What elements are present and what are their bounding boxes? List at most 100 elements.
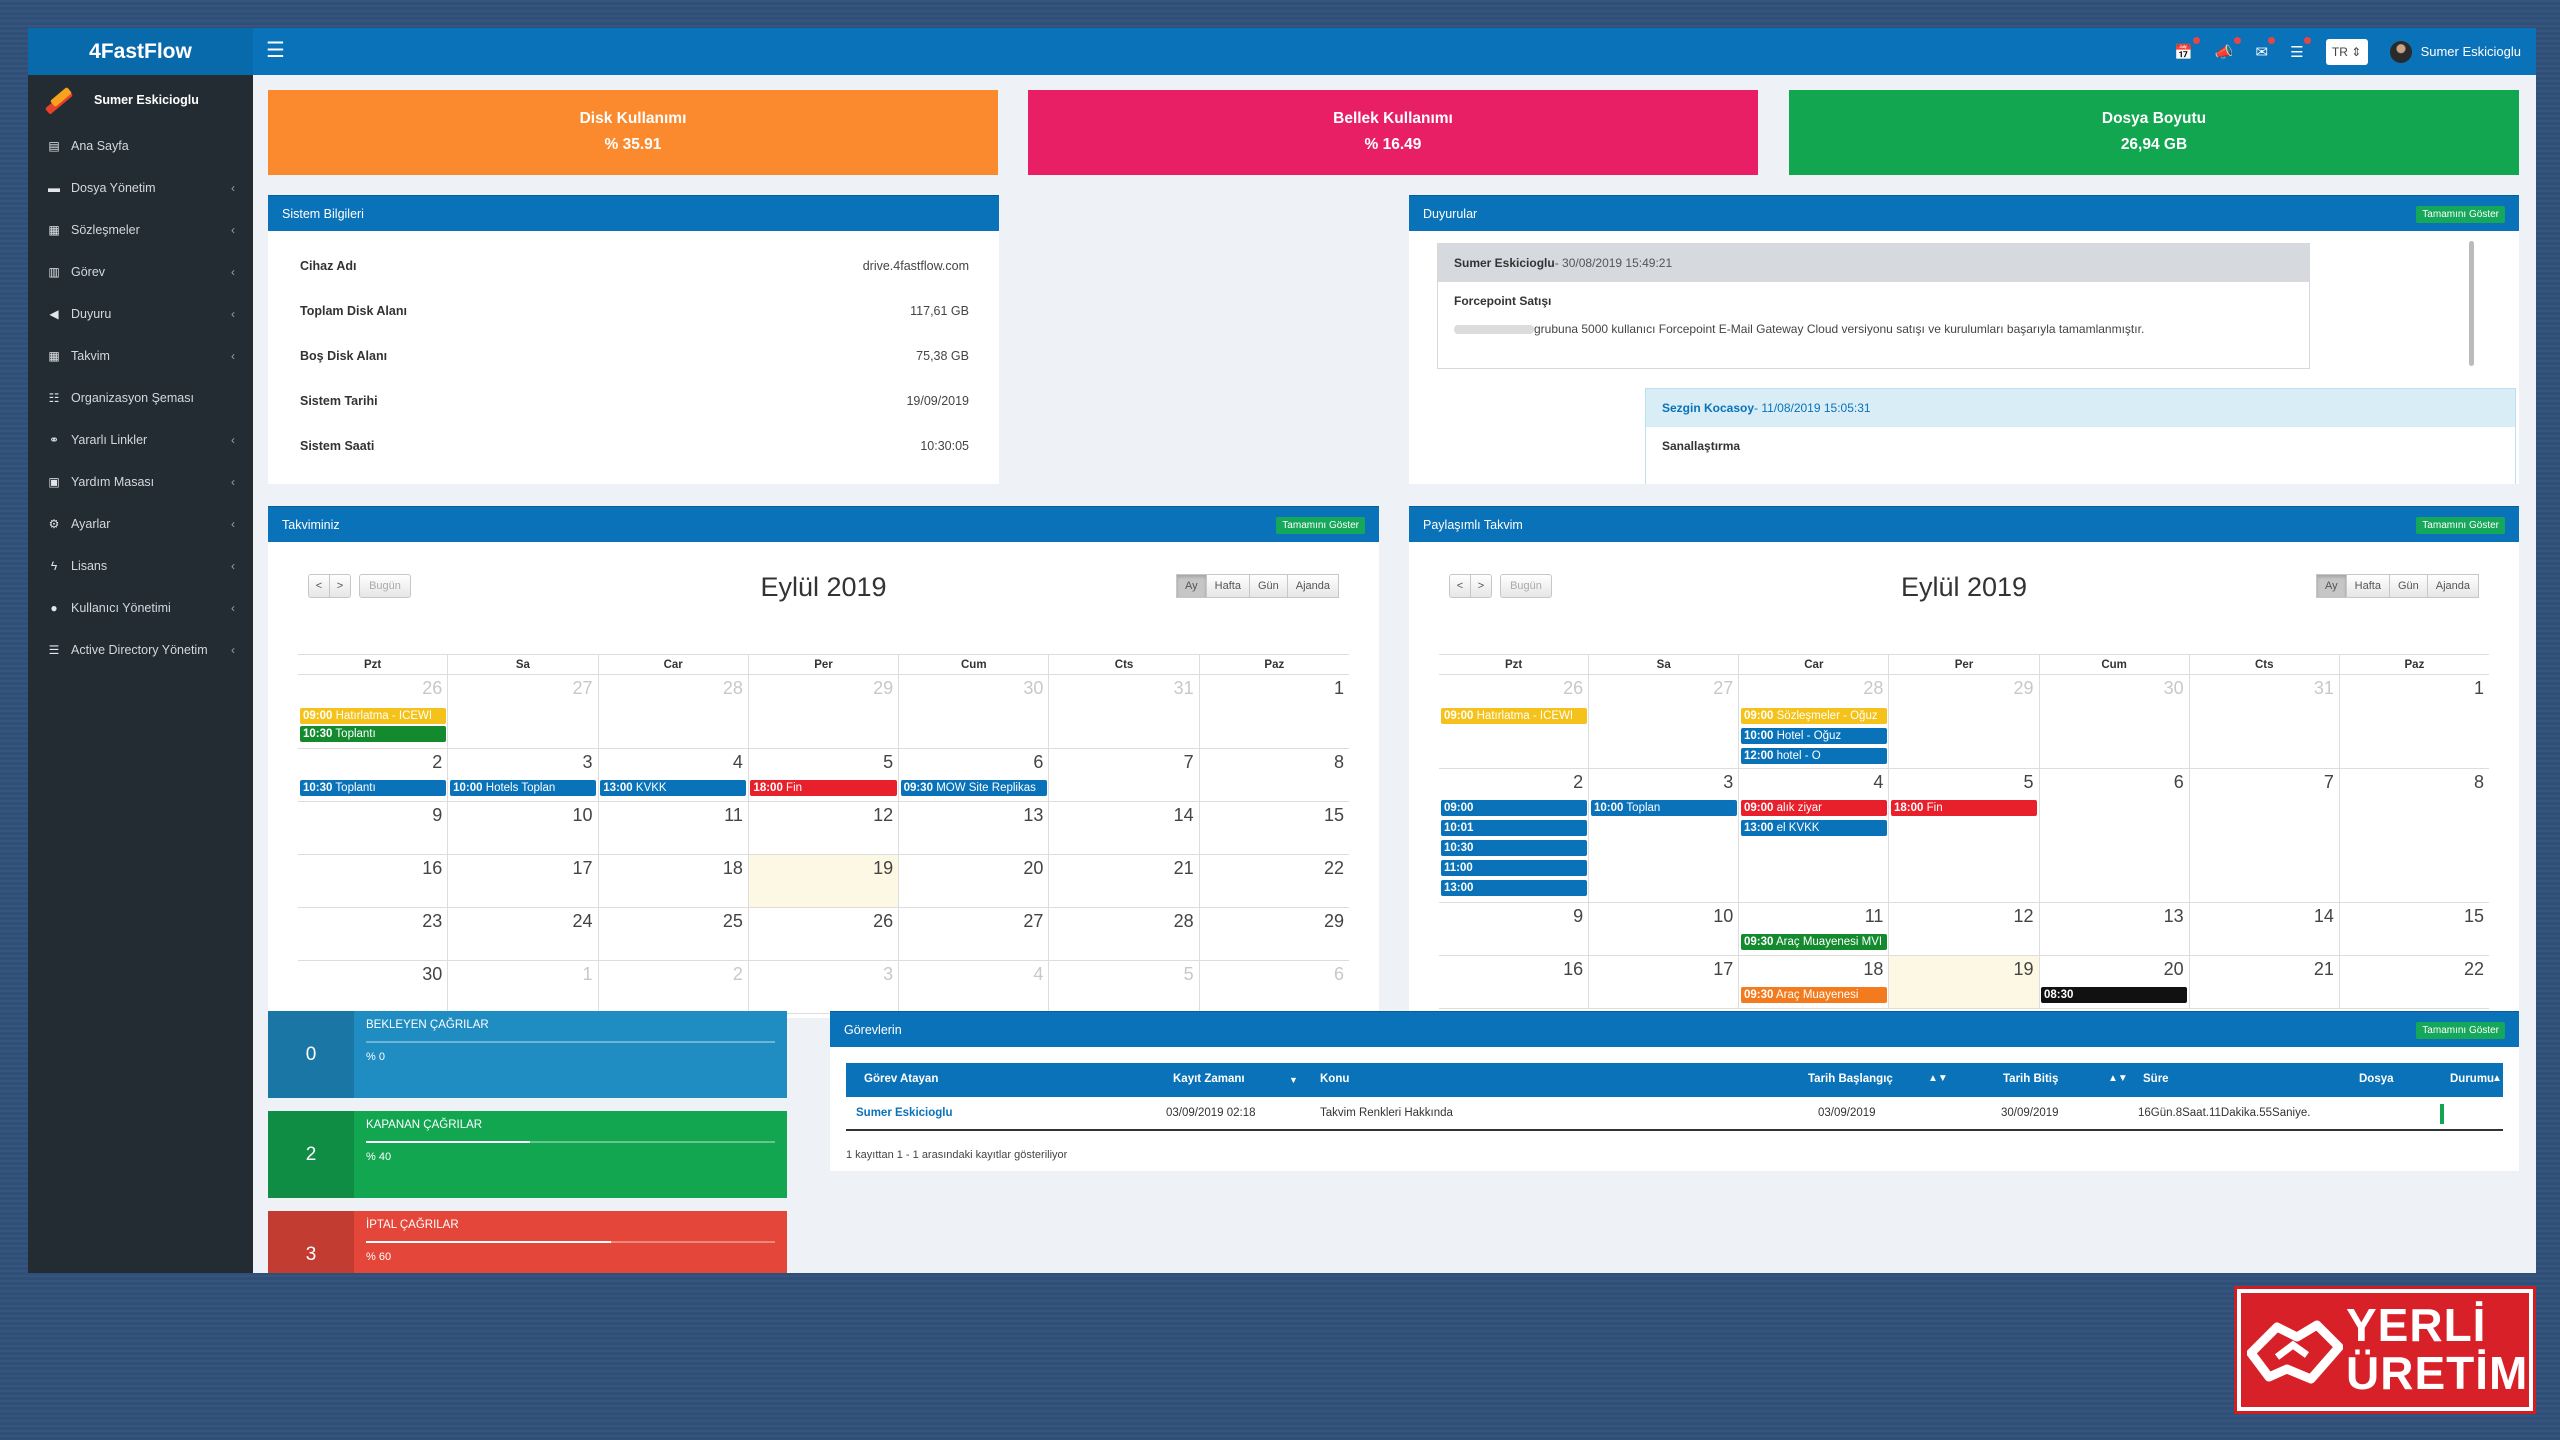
calendar-day[interactable]: 1 (1198, 675, 1349, 748)
sidebar-item[interactable]: ▬ Dosya Yönetim ‹ (28, 167, 253, 209)
announcement-notify-icon[interactable]: 📣 (2215, 36, 2241, 61)
calendar-day[interactable]: 31 (2188, 675, 2339, 768)
calendar-event[interactable]: 09:00 alık ziyar (1741, 800, 1887, 816)
calendar-day[interactable]: 21 (2188, 956, 2339, 1008)
col-created[interactable]: Kayıt Zamanı (1173, 1073, 1245, 1085)
calendar-day[interactable]: 26 (747, 908, 898, 960)
calendar-day[interactable]: 15 (1198, 802, 1349, 854)
view-day-button[interactable]: Gün (1248, 574, 1288, 598)
sidebar-item[interactable]: ▥ Görev ‹ (28, 251, 253, 293)
calendar-day[interactable]: 17 (447, 855, 597, 907)
mail-notify-icon[interactable]: ✉ (2256, 36, 2276, 61)
calendar-day[interactable]: 29 (747, 675, 898, 748)
show-all-button[interactable]: Tamamını Göster (2416, 517, 2505, 534)
calendar-day[interactable]: 12 (1888, 903, 2038, 955)
show-all-button[interactable]: Tamamını Göster (1276, 517, 1365, 534)
calendar-day[interactable]: 19 (747, 855, 899, 907)
user-menu[interactable]: Sumer Eskicioglu (2389, 40, 2521, 63)
sidebar-item[interactable]: ▦ Sözleşmeler ‹ (28, 209, 253, 251)
calendar-day[interactable]: 10 (1588, 903, 1738, 955)
calendar-day[interactable]: 3 (747, 961, 898, 1013)
calendar-day[interactable]: 28 (1048, 908, 1198, 960)
calendar-day[interactable]: 27 (1588, 675, 1738, 768)
calendar-event[interactable]: 11:00 (1441, 860, 1587, 876)
calendar-day[interactable]: 4 (1738, 769, 1888, 902)
calendar-day[interactable]: 29 (1888, 675, 2038, 768)
calendar-day[interactable]: 8 (1198, 749, 1349, 801)
sort-icon[interactable]: ▲▼ (1928, 1073, 1948, 1084)
next-month-button[interactable]: > (329, 574, 351, 598)
view-day-button[interactable]: Gün (2388, 574, 2428, 598)
calendar-event[interactable]: 09:00 (1441, 800, 1587, 816)
calendar-day[interactable]: 3 (1588, 769, 1738, 902)
calendar-day[interactable]: 1 (447, 961, 597, 1013)
calendar-day[interactable]: 9 (298, 802, 447, 854)
col-file[interactable]: Dosya (2359, 1073, 2394, 1085)
calendar-day[interactable]: 8 (2338, 769, 2489, 902)
calendar-day[interactable]: 6 (2038, 769, 2189, 902)
calendar-day[interactable]: 6 (1198, 961, 1349, 1013)
calendar-day[interactable]: 4 (898, 961, 1048, 1013)
calendar-event[interactable]: 18:00 Fin (1891, 800, 2037, 816)
calendar-event[interactable]: 10:00 Hotel - Oğuz (1741, 728, 1887, 744)
calendar-event[interactable]: 10:01 (1441, 820, 1587, 836)
calendar-day[interactable]: 13 (898, 802, 1048, 854)
view-month-button[interactable]: Ay (2316, 574, 2347, 598)
sidebar-item[interactable]: ⚙ Ayarlar ‹ (28, 503, 253, 545)
col-assigner[interactable]: Görev Atayan (864, 1073, 939, 1085)
calendar-day[interactable]: 16 (1439, 956, 1588, 1008)
calendar-event[interactable]: 09:30 Araç Muayenesi MVI (1741, 934, 1887, 950)
sidebar-item[interactable]: ◀ Duyuru ‹ (28, 293, 253, 335)
calendar-day[interactable]: 14 (1048, 802, 1198, 854)
sort-icon[interactable]: ▲▼ (2492, 1073, 2512, 1084)
calendar-day[interactable]: 18 (597, 855, 748, 907)
calendar-day[interactable]: 4 (597, 749, 748, 801)
sort-desc-icon[interactable]: ▼ (1289, 1075, 1298, 1085)
calendar-day[interactable]: 7 (2188, 769, 2339, 902)
calendar-event[interactable]: 10:30 (1441, 840, 1587, 856)
calendar-day[interactable]: 7 (1048, 749, 1198, 801)
calendar-event[interactable]: 08:30 (2041, 987, 2187, 1003)
calendar-day[interactable]: 24 (447, 908, 597, 960)
calendar-day[interactable]: 2 (597, 961, 748, 1013)
calendar-day[interactable]: 28 (1738, 675, 1888, 768)
calendar-day[interactable]: 31 (1048, 675, 1198, 748)
calendar-day[interactable]: 17 (1588, 956, 1738, 1008)
calendar-day[interactable]: 23 (298, 908, 447, 960)
calendar-event[interactable]: 13:00 KVKK (600, 780, 747, 796)
calendar-event[interactable]: 13:00 el KVKK (1741, 820, 1887, 836)
calendar-day[interactable]: 30 (898, 675, 1048, 748)
calendar-day[interactable]: 25 (597, 908, 748, 960)
calendar-day[interactable]: 27 (447, 675, 597, 748)
calendar-day[interactable]: 30 (298, 961, 447, 1013)
today-button[interactable]: Bugün (359, 574, 411, 598)
calendar-day[interactable]: 14 (2188, 903, 2339, 955)
calendar-day[interactable]: 5 (747, 749, 898, 801)
calendar-day[interactable]: 28 (597, 675, 748, 748)
calendar-event[interactable]: 12:00 hotel - O (1741, 748, 1887, 764)
calendar-day[interactable]: 10 (447, 802, 597, 854)
calendar-day[interactable]: 18 (1738, 956, 1888, 1008)
show-all-button[interactable]: Tamamını Göster (2416, 1022, 2505, 1039)
col-start[interactable]: Tarih Başlangıç (1808, 1073, 1893, 1085)
call-stat-box[interactable]: 2 KAPANAN ÇAĞRILAR % 40 (268, 1111, 787, 1198)
view-agenda-button[interactable]: Ajanda (2426, 574, 2479, 598)
calendar-day[interactable]: 11 (597, 802, 748, 854)
calendar-day[interactable]: 20 (898, 855, 1048, 907)
calendar-day[interactable]: 9 (1439, 903, 1588, 955)
calendar-event[interactable]: 18:00 Fin (750, 780, 897, 796)
show-all-button[interactable]: Tamamını Göster (2416, 206, 2505, 223)
calendar-day[interactable]: 12 (747, 802, 898, 854)
view-week-button[interactable]: Hafta (2345, 574, 2390, 598)
calendar-day[interactable]: 20 (2038, 956, 2189, 1008)
menu-toggle-icon[interactable]: ☰ (266, 39, 285, 62)
col-status[interactable]: Durumu (2450, 1073, 2495, 1085)
calendar-event[interactable]: 10:30 Toplantı (300, 726, 447, 742)
calendar-event[interactable]: 10:30 Toplantı (300, 780, 447, 796)
col-end[interactable]: Tarih Bitiş (2003, 1073, 2059, 1085)
calendar-day[interactable]: 19 (1888, 956, 2039, 1008)
calendar-day[interactable]: 22 (1198, 855, 1349, 907)
sidebar-item[interactable]: ▦ Takvim ‹ (28, 335, 253, 377)
calendar-day[interactable]: 27 (898, 908, 1048, 960)
scrollbar[interactable] (2469, 241, 2474, 366)
